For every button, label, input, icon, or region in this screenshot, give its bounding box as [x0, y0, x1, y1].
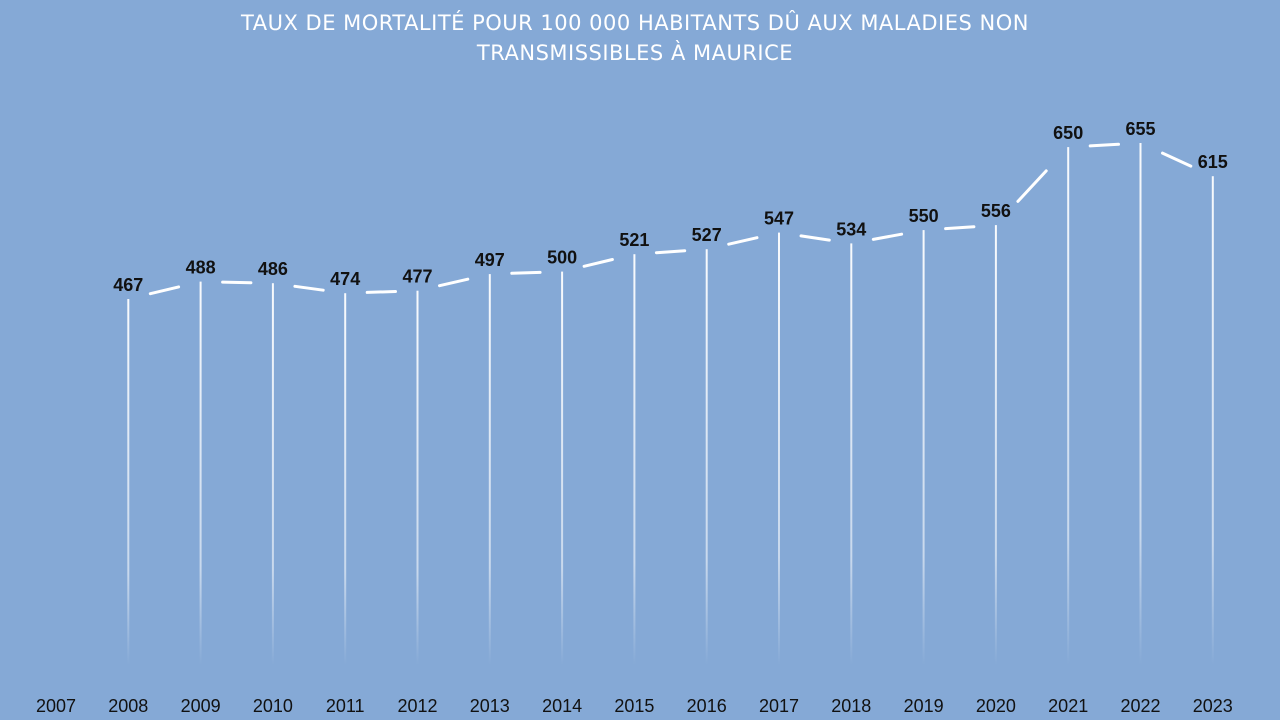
drop-line-2015	[633, 254, 636, 665]
line-segment-2016-2017	[727, 236, 759, 246]
line-segment-2009-2010	[221, 280, 253, 285]
x-tick-label-2022: 2022	[1120, 696, 1160, 716]
x-tick-label-2008: 2008	[108, 696, 148, 716]
drop-line-2018	[850, 243, 853, 665]
data-label-2019: 550	[909, 206, 939, 226]
x-tick-label-2013: 2013	[470, 696, 510, 716]
data-labels: 467 488 486 474 477 497 500 521 527 547 534 550 556 6…	[113, 119, 1228, 295]
drop-line-2019	[922, 230, 925, 665]
x-tick-label-2023: 2023	[1193, 696, 1233, 716]
data-label-2017: 547	[764, 209, 794, 229]
drop-line-2017	[778, 232, 780, 665]
line-segment-2011-2012	[365, 290, 397, 294]
line-segment-2021-2022	[1088, 142, 1120, 148]
line-segment-2013-2014	[510, 270, 542, 275]
x-tick-label-2007: 2007	[36, 696, 76, 716]
line-segment-2010-2011	[293, 284, 325, 292]
drop-line-2013	[488, 274, 491, 665]
x-axis-tick-labels: 2007 2008 2009 2010 2011 2012 2013 2014 2015 2016…	[36, 696, 1233, 716]
data-label-2013: 497	[475, 250, 505, 270]
line-segment-2014-2015	[582, 258, 614, 268]
line-segment-2018-2019	[871, 232, 904, 241]
x-tick-label-2009: 2009	[181, 696, 221, 716]
drop-line-2014	[561, 271, 564, 665]
data-label-2011: 474	[330, 269, 360, 289]
line-segment-2022-2023	[1161, 151, 1193, 168]
line-segment-2008-2009	[148, 285, 181, 296]
drop-line-2012	[416, 290, 419, 665]
drop-line-2022	[1139, 143, 1142, 665]
drop-lines	[127, 143, 1214, 666]
drop-line-2023	[1211, 176, 1214, 665]
drop-line-2021	[1067, 147, 1070, 666]
x-tick-label-2012: 2012	[397, 696, 437, 716]
data-label-2020: 556	[981, 201, 1011, 221]
drop-line-2016	[705, 249, 708, 665]
x-tick-label-2017: 2017	[759, 696, 799, 716]
data-label-2014: 500	[547, 248, 577, 268]
x-tick-label-2021: 2021	[1048, 696, 1088, 716]
data-label-2015: 521	[619, 230, 649, 250]
x-tick-label-2018: 2018	[831, 696, 871, 716]
x-tick-label-2011: 2011	[326, 696, 365, 716]
line-segment-2015-2016	[654, 249, 687, 255]
drop-line-2008	[127, 299, 130, 665]
data-label-2022: 655	[1125, 119, 1155, 139]
data-label-2016: 527	[692, 225, 722, 245]
x-tick-label-2019: 2019	[904, 696, 944, 716]
series-line	[148, 142, 1193, 296]
drop-line-2011	[344, 293, 347, 665]
line-segment-2012-2013	[438, 277, 470, 288]
chart-title: TAUX DE MORTALITÉ POUR 100 000 HABITANTS…	[241, 11, 1029, 65]
data-label-2023: 615	[1198, 152, 1228, 172]
data-label-2021: 650	[1053, 123, 1083, 143]
drop-line-2010	[271, 283, 274, 665]
data-label-2010: 486	[258, 259, 288, 279]
data-label-2012: 477	[402, 267, 432, 287]
line-segment-2019-2020	[944, 225, 976, 231]
data-label-2008: 467	[113, 275, 143, 295]
drop-line-2020	[994, 225, 997, 665]
x-tick-label-2015: 2015	[614, 696, 654, 716]
x-tick-label-2014: 2014	[542, 696, 582, 716]
data-label-2009: 488	[186, 258, 216, 278]
line-segment-2017-2018	[799, 234, 831, 242]
x-tick-label-2020: 2020	[976, 696, 1016, 716]
drop-line-2009	[199, 281, 202, 665]
line-segment-2020-2021	[1016, 169, 1048, 203]
data-label-2018: 534	[836, 219, 866, 239]
x-tick-label-2010: 2010	[253, 696, 293, 716]
x-tick-label-2016: 2016	[687, 696, 727, 716]
